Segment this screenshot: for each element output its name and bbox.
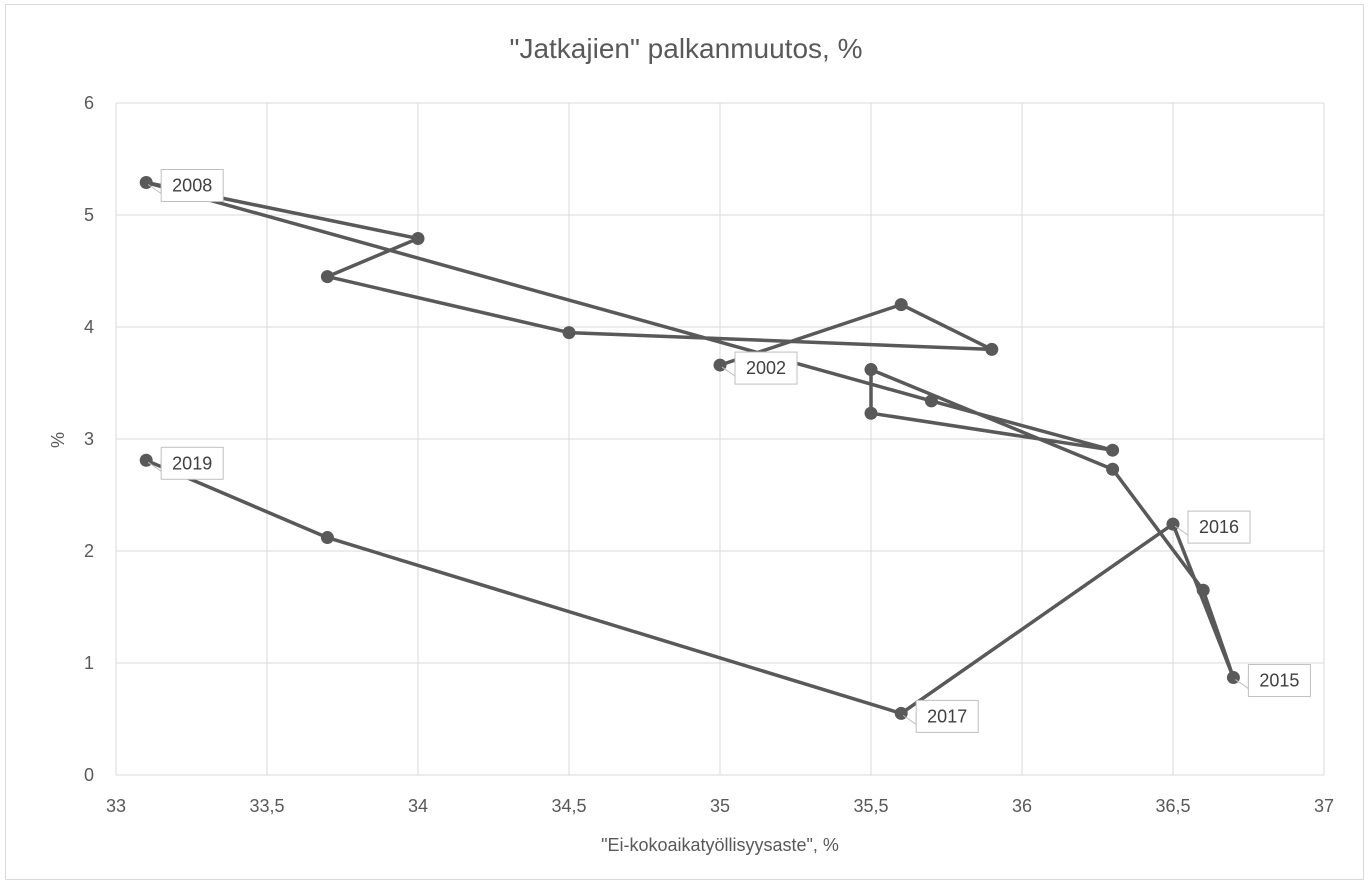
data-labels: 2002 2008 2015 2016 2017 2019 bbox=[147, 169, 1311, 733]
chart-title: "Jatkajien" palkanmuutos, % bbox=[510, 33, 863, 64]
data-point bbox=[1196, 583, 1210, 597]
data-point bbox=[139, 453, 153, 467]
data-point bbox=[1106, 462, 1120, 476]
data-point bbox=[1226, 671, 1240, 685]
x-axis-ticks: 33 33,5 34 34,5 35 35,5 36 36,5 37 bbox=[106, 796, 1334, 816]
data-label-text: 2002 bbox=[746, 358, 786, 378]
y-tick-label: 5 bbox=[84, 205, 94, 225]
x-tick-label: 34 bbox=[408, 796, 428, 816]
x-tick-label: 34,5 bbox=[551, 796, 586, 816]
x-tick-label: 33,5 bbox=[249, 796, 284, 816]
data-point bbox=[985, 342, 999, 356]
data-label: 2002 bbox=[721, 351, 798, 385]
x-tick-label: 36 bbox=[1012, 796, 1032, 816]
data-label: 2008 bbox=[147, 169, 224, 203]
data-label: 2017 bbox=[902, 699, 979, 733]
data-point bbox=[320, 270, 334, 284]
chart-frame bbox=[5, 4, 1364, 880]
data-point bbox=[1106, 443, 1120, 457]
data-point bbox=[894, 298, 908, 312]
series-line bbox=[144, 180, 1236, 716]
y-tick-label: 3 bbox=[84, 429, 94, 449]
data-point bbox=[320, 531, 334, 545]
data-label: 2016 bbox=[1174, 510, 1251, 544]
data-point bbox=[864, 406, 878, 420]
data-point bbox=[139, 176, 153, 190]
data-label: 2019 bbox=[147, 446, 224, 480]
x-tick-label: 33 bbox=[106, 796, 126, 816]
y-tick-label: 2 bbox=[84, 541, 94, 561]
x-axis-title: "Ei-kokoaikatyöllisyysaste", % bbox=[601, 835, 839, 855]
x-tick-label: 37 bbox=[1314, 796, 1334, 816]
data-point bbox=[411, 232, 425, 246]
data-points bbox=[139, 176, 1240, 720]
data-point bbox=[713, 358, 727, 372]
data-label-text: 2017 bbox=[927, 706, 967, 726]
data-label-text: 2015 bbox=[1259, 671, 1299, 691]
x-tick-label: 36,5 bbox=[1155, 796, 1190, 816]
y-tick-label: 4 bbox=[84, 317, 94, 337]
data-point bbox=[924, 394, 938, 408]
y-axis-title: % bbox=[48, 432, 68, 448]
data-point bbox=[1166, 517, 1180, 531]
x-tick-label: 35,5 bbox=[853, 796, 888, 816]
y-axis-ticks: 0 1 2 3 4 5 6 bbox=[84, 93, 94, 785]
data-label: 2015 bbox=[1235, 664, 1311, 698]
data-point bbox=[562, 326, 576, 340]
data-point bbox=[864, 363, 878, 377]
data-label-text: 2019 bbox=[172, 453, 212, 473]
x-tick-label: 35 bbox=[710, 796, 730, 816]
y-tick-label: 1 bbox=[84, 653, 94, 673]
data-label-text: 2016 bbox=[1199, 517, 1239, 537]
y-tick-label: 0 bbox=[84, 765, 94, 785]
data-label-text: 2008 bbox=[172, 176, 212, 196]
y-tick-label: 6 bbox=[84, 93, 94, 113]
gridlines bbox=[115, 102, 1325, 776]
data-point bbox=[894, 706, 908, 720]
